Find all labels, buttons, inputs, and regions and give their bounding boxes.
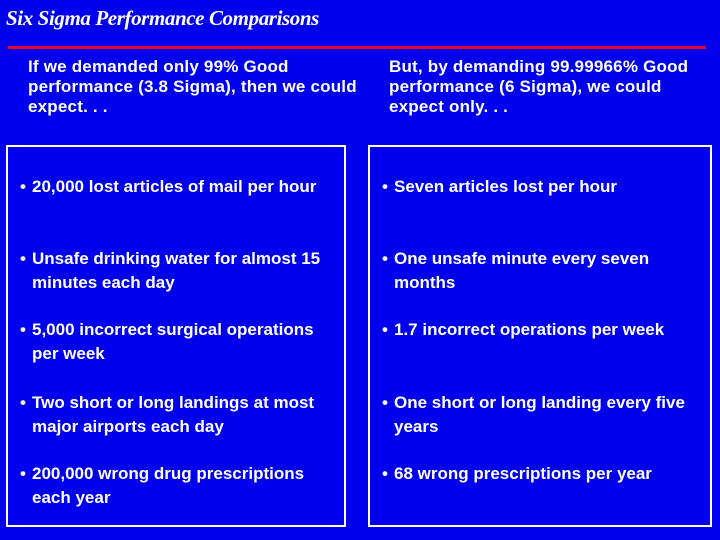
bullet-icon: •	[382, 464, 388, 483]
bullet-icon: •	[20, 464, 26, 483]
list-item: • 20,000 lost articles of mail per hour	[20, 175, 338, 199]
list-item: • One short or long landing every five ye…	[382, 391, 704, 439]
list-item-text: Seven articles lost per hour	[394, 177, 617, 196]
list-item-text: Unsafe drinking water for almost 15 minu…	[32, 249, 321, 292]
slide-title: Six Sigma Performance Comparisons	[6, 6, 319, 30]
bullet-icon: •	[20, 249, 26, 268]
right-column-header: But, by demanding 99.99966% Good perform…	[389, 57, 689, 116]
list-item-text: 200,000 wrong drug prescriptions each ye…	[32, 464, 305, 507]
list-item: • 1.7 incorrect operations per week	[382, 318, 704, 342]
left-comparison-panel: • 20,000 lost articles of mail per hour •…	[6, 145, 346, 527]
bullet-icon: •	[382, 320, 388, 339]
list-item: • Two short or long landings at most majo…	[20, 391, 338, 439]
list-item: • One unsafe minute every seven months	[382, 247, 704, 295]
left-column-header: If we demanded only 99% Good performance…	[28, 57, 357, 116]
bullet-icon: •	[382, 393, 388, 412]
bullet-icon: •	[382, 249, 388, 268]
list-item-text: One short or long landing every five yea…	[394, 393, 685, 436]
list-item-text: Two short or long landings at most major…	[32, 393, 315, 436]
right-comparison-panel: • Seven articles lost per hour • One unsaf…	[368, 145, 712, 527]
list-item: • 5,000 incorrect surgical operations per…	[20, 318, 338, 366]
bullet-icon: •	[382, 177, 388, 196]
list-item-text: 5,000 incorrect surgical operations per …	[32, 320, 314, 363]
list-item: • 68 wrong prescriptions per year	[382, 462, 704, 486]
bullet-icon: •	[20, 320, 26, 339]
bullet-icon: •	[20, 177, 26, 196]
list-item: • 200,000 wrong drug prescriptions each y…	[20, 462, 338, 510]
list-item: • Seven articles lost per hour	[382, 175, 704, 199]
list-item-text: 68 wrong prescriptions per year	[394, 464, 652, 483]
list-item-text: 20,000 lost articles of mail per hour	[32, 177, 317, 196]
list-item-text: 1.7 incorrect operations per week	[394, 320, 665, 339]
title-divider	[8, 46, 706, 49]
list-item-text: One unsafe minute every seven months	[394, 249, 650, 292]
bullet-icon: •	[20, 393, 26, 412]
list-item: • Unsafe drinking water for almost 15 min…	[20, 247, 338, 295]
